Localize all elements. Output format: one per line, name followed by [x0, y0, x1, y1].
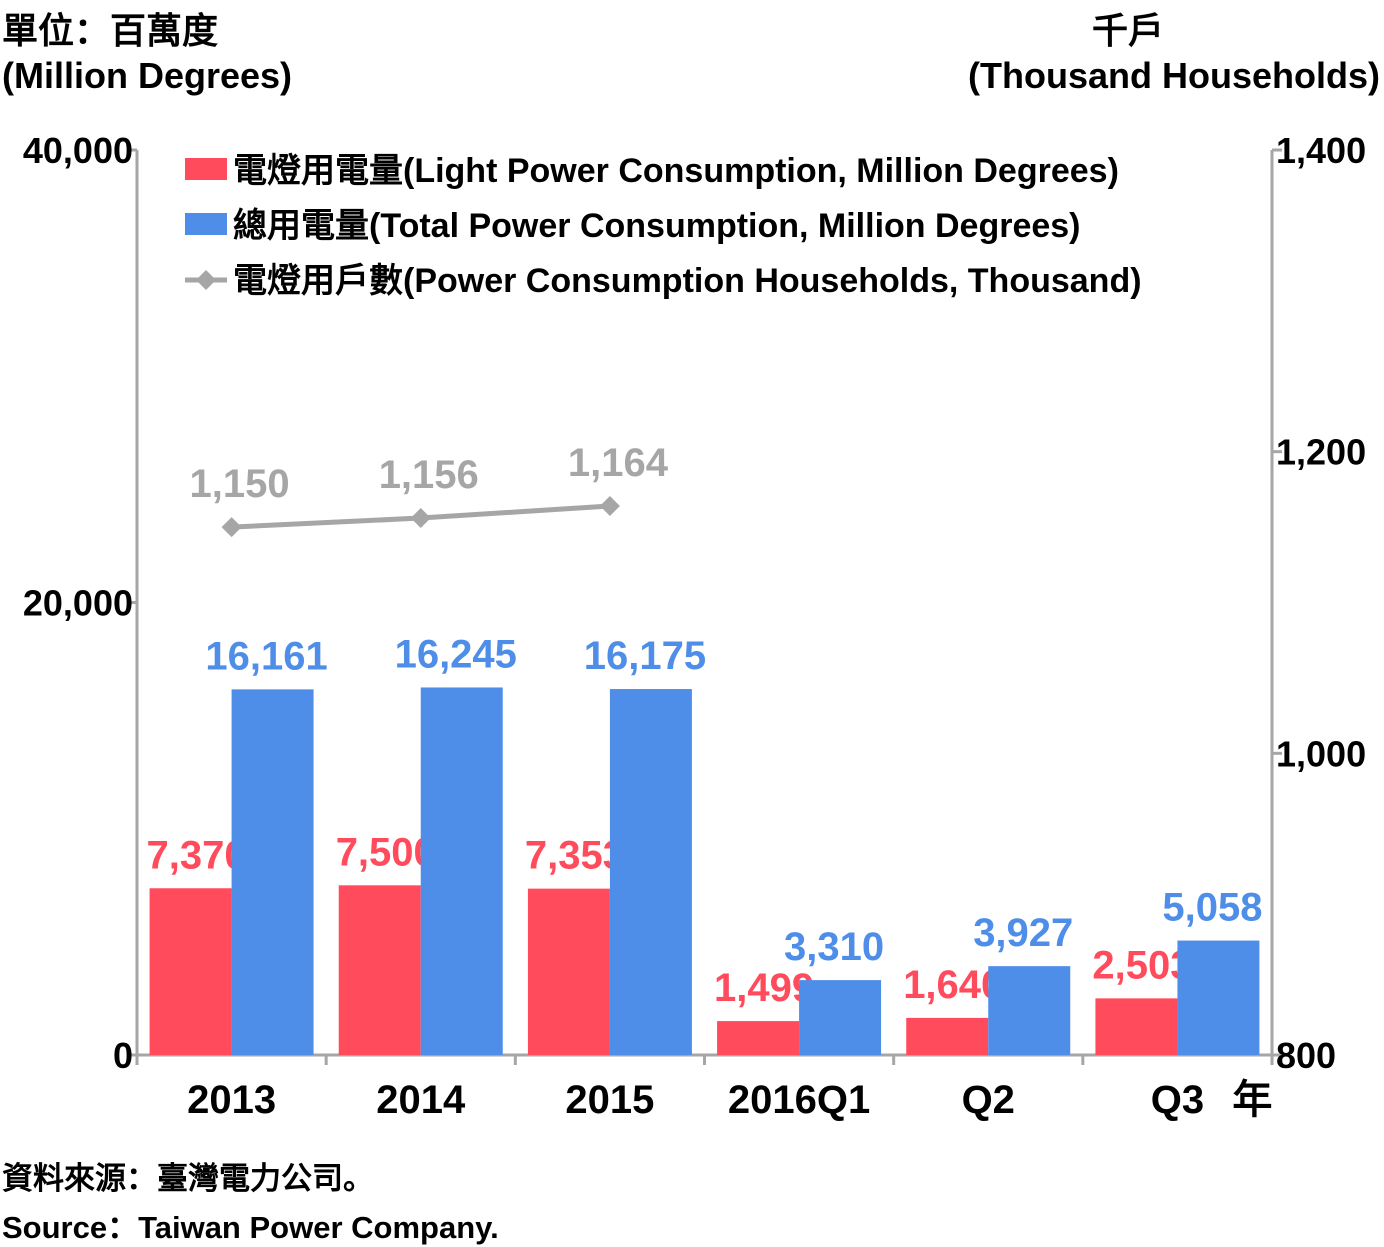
- households-label: 1,164: [568, 441, 669, 485]
- right-unit-en: (Thousand Households): [968, 55, 1380, 96]
- right-unit-zh: 千戶: [1092, 10, 1165, 51]
- right-tick-label: 1,000: [1276, 733, 1366, 774]
- households-marker: [221, 517, 242, 538]
- right-tick-label: 800: [1276, 1035, 1336, 1076]
- legend-label-total: 總用電量(Total Power Consumption, Million De…: [233, 207, 1081, 245]
- bar-total: [988, 966, 1071, 1055]
- x-axis-year-suffix: 年: [1232, 1078, 1272, 1122]
- bar-total-label: 5,058: [1162, 886, 1262, 930]
- bar-total: [420, 687, 503, 1055]
- bar-light-label: 7,353: [525, 834, 625, 878]
- bar-total-label: 3,927: [973, 911, 1073, 955]
- legend-swatch-households-marker: [196, 270, 216, 290]
- bar-light: [717, 1021, 800, 1055]
- bar-total-label: 16,161: [205, 634, 327, 678]
- right-tick-label: 1,400: [1276, 130, 1366, 171]
- x-tick-label: 2016Q1: [728, 1078, 870, 1122]
- right-tick-label: 1,200: [1276, 432, 1366, 473]
- bar-light-label: 2,503: [1092, 943, 1192, 987]
- legend-label-households: 電燈用戶數(Power Consumption Households, Thou…: [233, 262, 1142, 300]
- left-unit-en: (Million Degrees): [2, 55, 293, 96]
- households-label: 1,156: [379, 453, 479, 497]
- source-zh: 資料來源：臺灣電力公司。: [2, 1161, 374, 1196]
- x-tick-label: 2014: [376, 1078, 466, 1122]
- bar-total: [799, 980, 882, 1055]
- households-label: 1,150: [190, 462, 290, 506]
- legend-swatch-light: [185, 158, 227, 180]
- bar-light-label: 1,640: [903, 963, 1003, 1007]
- bar-light: [906, 1017, 989, 1055]
- legend-label-light: 電燈用電量(Light Power Consumption, Million D…: [233, 152, 1119, 190]
- bar-total: [1177, 940, 1260, 1055]
- bar-total-label: 16,245: [395, 632, 517, 676]
- bar-light: [338, 885, 421, 1055]
- bar-total: [609, 689, 692, 1055]
- bar-light-label: 7,370: [147, 833, 247, 877]
- bar-light-label: 7,500: [336, 830, 436, 874]
- chart-svg: 0 20,000 40,000 800 1,000 1,200 1,400 7,370 16,1…: [23, 130, 1366, 1122]
- bar-light: [1095, 998, 1178, 1055]
- x-tick-label: 2013: [187, 1078, 276, 1122]
- bar-light-label: 1,499: [714, 966, 814, 1010]
- bar-total: [231, 689, 314, 1055]
- left-tick-label: 40,000: [23, 130, 133, 171]
- bar-light: [149, 888, 232, 1055]
- left-tick-label: 0: [113, 1035, 133, 1076]
- bar-light: [527, 888, 610, 1055]
- x-tick-label: Q2: [962, 1078, 1015, 1122]
- left-tick-label: 20,000: [23, 583, 133, 624]
- source-en: Source：Taiwan Power Company.: [2, 1210, 499, 1245]
- bar-total-label: 16,175: [584, 634, 706, 678]
- households-marker: [410, 508, 431, 529]
- x-tick-label: Q3: [1151, 1078, 1204, 1122]
- households-marker: [599, 495, 620, 516]
- x-tick-label: 2015: [565, 1078, 654, 1122]
- left-unit-zh: 單位：百萬度: [2, 10, 219, 51]
- legend-swatch-total: [185, 213, 227, 235]
- bar-total-label: 3,310: [784, 925, 884, 969]
